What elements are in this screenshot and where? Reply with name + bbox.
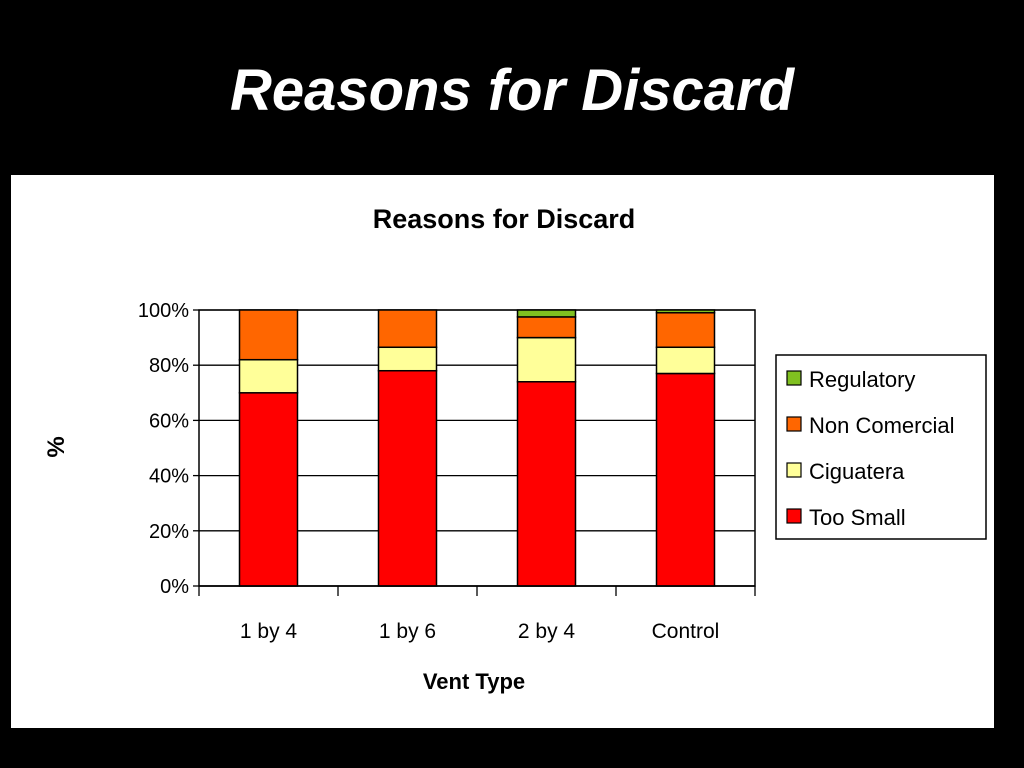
y-tick-label: 0% (160, 576, 189, 598)
bar-segment (377, 309, 438, 349)
chart-panel: Reasons for Discard % Vent Type 0% 20% 40%… (11, 175, 994, 728)
bar-segment (655, 312, 716, 349)
x-tick-label: Control (652, 620, 720, 643)
legend-swatch (786, 416, 802, 432)
y-tick-label: 100% (138, 300, 189, 322)
stacked-bar-chart: Reasons for Discard % Vent Type 0% 20% 40%… (43, 204, 987, 694)
legend-label: Regulatory (809, 367, 915, 392)
bar-segment (238, 358, 299, 394)
x-axis-label: Vent Type (423, 669, 525, 694)
bars (238, 309, 716, 587)
legend-label: Too Small (809, 505, 906, 530)
y-tick-label: 40% (149, 466, 189, 488)
bar-segment (516, 316, 577, 339)
bar-segment (377, 369, 438, 587)
axes: 0% 20% 40% 60% 80% 100% 1 by 4 1 by 6 2 by 4 Cont… (138, 300, 756, 643)
bar-segment (655, 309, 716, 314)
y-tick-label: 80% (149, 355, 189, 377)
legend-swatch (786, 370, 802, 386)
y-tick-label: 20% (149, 521, 189, 543)
bar-segment (238, 392, 299, 587)
bar-segment (516, 381, 577, 587)
bar-segment (655, 372, 716, 587)
y-tick-label: 60% (149, 410, 189, 432)
legend-swatch (786, 508, 802, 524)
legend: Regulatory Non Comercial Ciguatera Too Smal… (775, 354, 987, 540)
slide-title: Reasons for Discard (229, 58, 795, 123)
bar-segment (655, 346, 716, 375)
bar-segment (238, 309, 299, 361)
bar-segment (377, 346, 438, 372)
bar-segment (516, 336, 577, 383)
x-tick-label: 1 by 4 (240, 620, 298, 643)
x-tick-label: 2 by 4 (518, 620, 576, 643)
y-axis-label: % (43, 436, 70, 457)
legend-box (775, 354, 987, 540)
legend-swatch (786, 462, 802, 478)
legend-label: Ciguatera (809, 459, 905, 484)
x-tick-label: 1 by 6 (379, 620, 436, 643)
bar-segment (516, 309, 577, 318)
legend-label: Non Comercial (809, 413, 955, 438)
chart-title: Reasons for Discard (373, 204, 636, 234)
